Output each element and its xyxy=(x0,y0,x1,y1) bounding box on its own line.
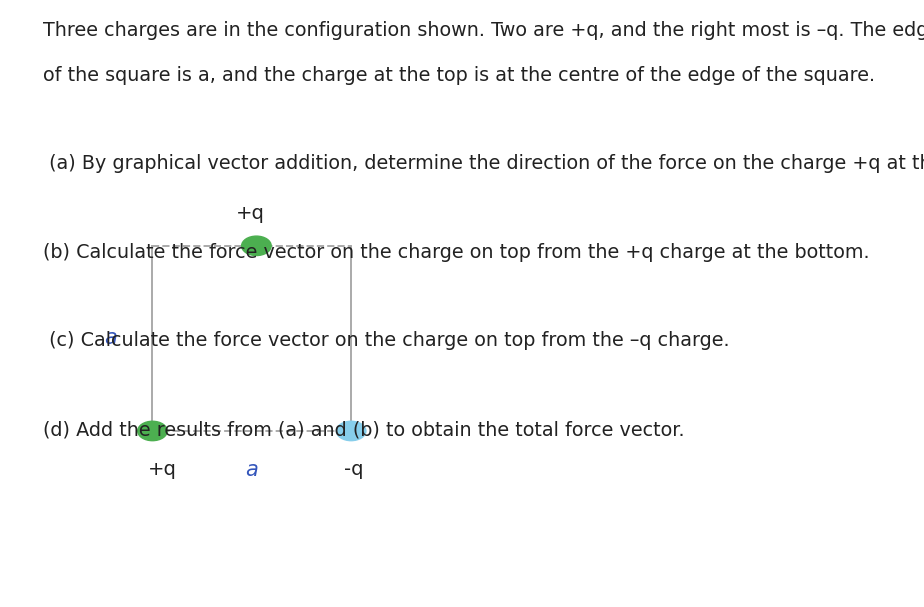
Text: Three charges are in the configuration shown. Two are +q, and the right most is : Three charges are in the configuration s… xyxy=(43,21,924,40)
Text: a: a xyxy=(104,328,117,348)
Text: (b) Calculate the force vector on the charge on top from the +q charge at the bo: (b) Calculate the force vector on the ch… xyxy=(43,243,870,262)
Text: (c) Calculate the force vector on the charge on top from the –q charge.: (c) Calculate the force vector on the ch… xyxy=(43,331,730,350)
Text: (a) By graphical vector addition, determine the direction of the force on the ch: (a) By graphical vector addition, determ… xyxy=(43,154,924,173)
Text: +q: +q xyxy=(148,460,176,479)
Circle shape xyxy=(138,421,167,441)
Circle shape xyxy=(336,421,366,441)
Text: +q: +q xyxy=(237,204,265,223)
Text: -q: -q xyxy=(344,460,363,479)
Text: a: a xyxy=(246,460,258,480)
Text: of the square is a, and the charge at the top is at the centre of the edge of th: of the square is a, and the charge at th… xyxy=(43,66,876,84)
Text: (d) Add the results from (a) and (b) to obtain the total force vector.: (d) Add the results from (a) and (b) to … xyxy=(43,420,685,439)
Circle shape xyxy=(242,236,272,256)
